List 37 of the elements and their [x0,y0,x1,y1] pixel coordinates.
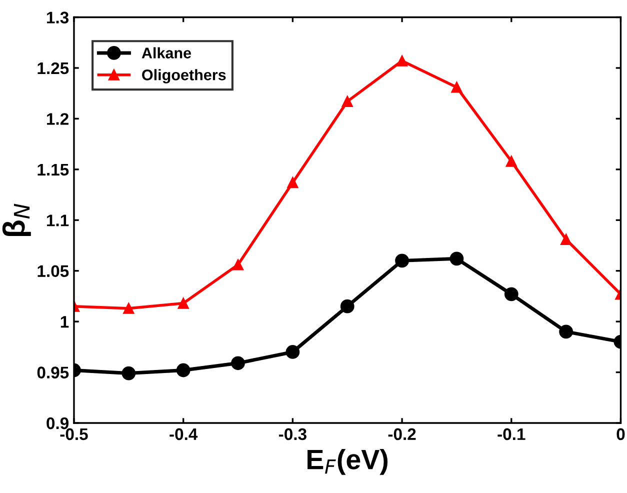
x-tick-label: 0 [616,428,625,440]
x-tick-label: -0.1 [498,428,526,440]
legend-label: Alkane [142,47,192,58]
point [178,298,189,309]
point [506,156,517,167]
y-tick-label: 1.05 [38,265,69,278]
point [340,299,354,314]
y-tick-label: 1.1 [47,214,69,226]
y-tick-label: 1.3 [47,12,69,24]
y-axis-title: β$_{N}$ [2,204,31,236]
point [559,324,573,339]
point [560,234,572,245]
point [396,55,408,66]
point [176,363,190,378]
x-tick-label: -0.4 [170,428,198,440]
point [451,82,462,93]
x-tick-label: -0.5 [60,428,88,440]
point [123,302,134,314]
x-tick-label: -0.2 [388,428,416,440]
y-tick-label: 1.25 [38,62,69,74]
point [286,345,300,359]
y-tick-label: 1.2 [47,113,68,125]
point [504,287,518,302]
y-tick-label: 1.15 [38,164,69,176]
point [122,366,136,380]
point [231,356,245,370]
point [232,259,244,270]
y-tick-label: 0.95 [37,366,69,378]
y-tick-label: 1 [60,316,69,328]
x-tick-label: -0.3 [278,428,306,440]
point [287,177,298,188]
point [342,96,353,107]
point [450,252,464,266]
x-axis-title: E$_{F}$(eV) [308,448,388,475]
point [395,254,409,268]
legend-label: Oligoethers [142,69,226,84]
y-tick-label: 0.9 [46,417,69,430]
